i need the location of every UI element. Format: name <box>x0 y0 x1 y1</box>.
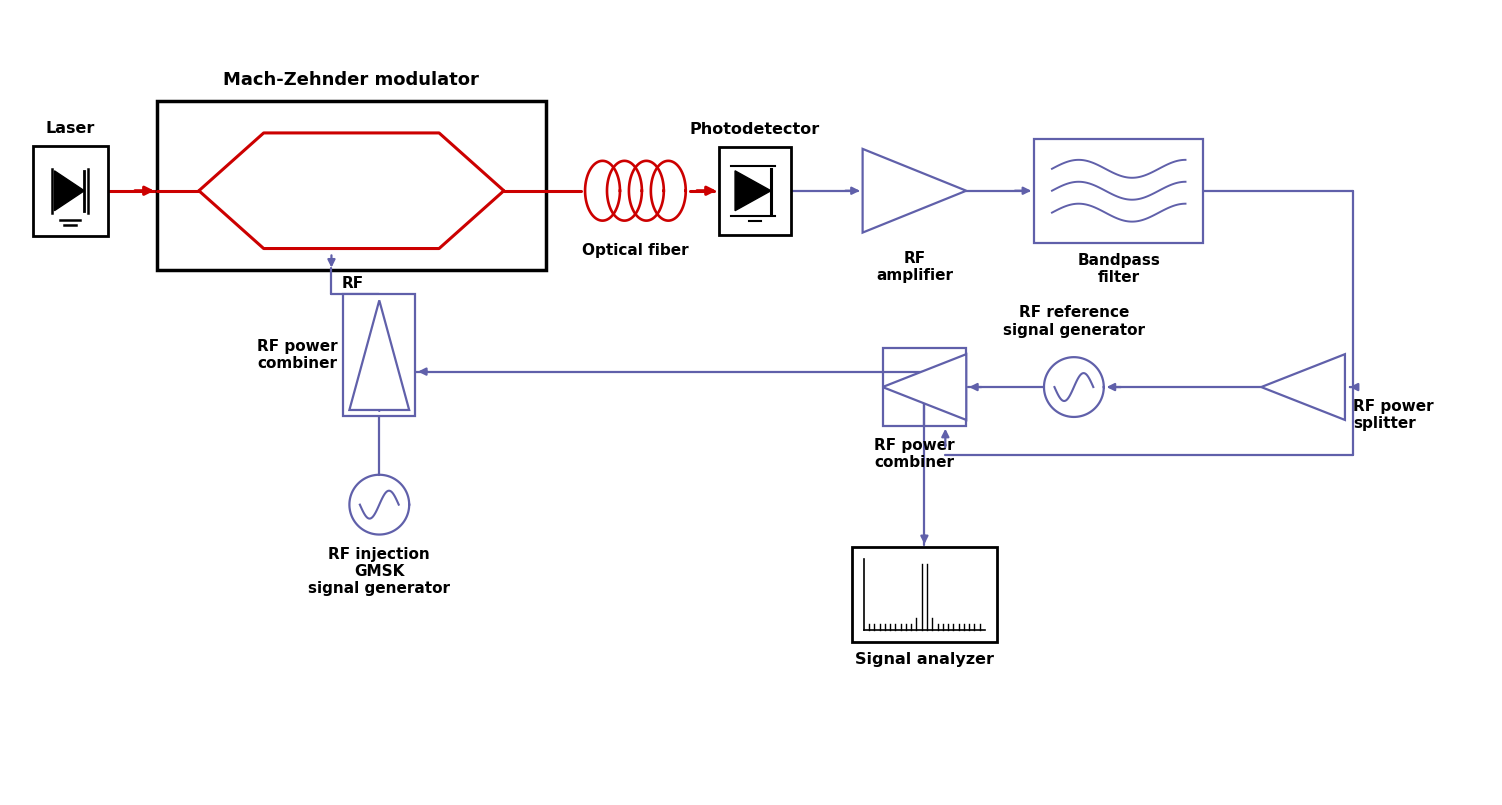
Text: RF
amplifier: RF amplifier <box>876 250 952 283</box>
Text: RF power
splitter: RF power splitter <box>1353 399 1433 431</box>
FancyBboxPatch shape <box>719 147 792 234</box>
Text: Photodetector: Photodetector <box>689 122 820 137</box>
FancyBboxPatch shape <box>344 295 415 416</box>
Text: Mach-Zehnder modulator: Mach-Zehnder modulator <box>224 71 479 89</box>
FancyBboxPatch shape <box>158 101 545 270</box>
Text: RF reference
signal generator: RF reference signal generator <box>1003 305 1145 338</box>
Text: RF injection
GMSK
signal generator: RF injection GMSK signal generator <box>308 547 451 597</box>
Text: Laser: Laser <box>45 121 95 136</box>
Text: Bandpass
filter: Bandpass filter <box>1077 253 1160 285</box>
FancyBboxPatch shape <box>852 547 997 642</box>
FancyBboxPatch shape <box>33 146 108 236</box>
Polygon shape <box>54 171 84 211</box>
Polygon shape <box>883 354 966 420</box>
Text: RF power
combiner: RF power combiner <box>257 339 338 371</box>
FancyBboxPatch shape <box>1033 139 1203 242</box>
Polygon shape <box>1262 354 1344 420</box>
Polygon shape <box>734 171 771 211</box>
Polygon shape <box>862 149 966 233</box>
Text: RF: RF <box>341 276 363 291</box>
Polygon shape <box>350 300 409 410</box>
Text: Optical fiber: Optical fiber <box>583 242 689 258</box>
Text: RF power
combiner: RF power combiner <box>874 438 955 470</box>
Text: Signal analyzer: Signal analyzer <box>855 651 994 667</box>
